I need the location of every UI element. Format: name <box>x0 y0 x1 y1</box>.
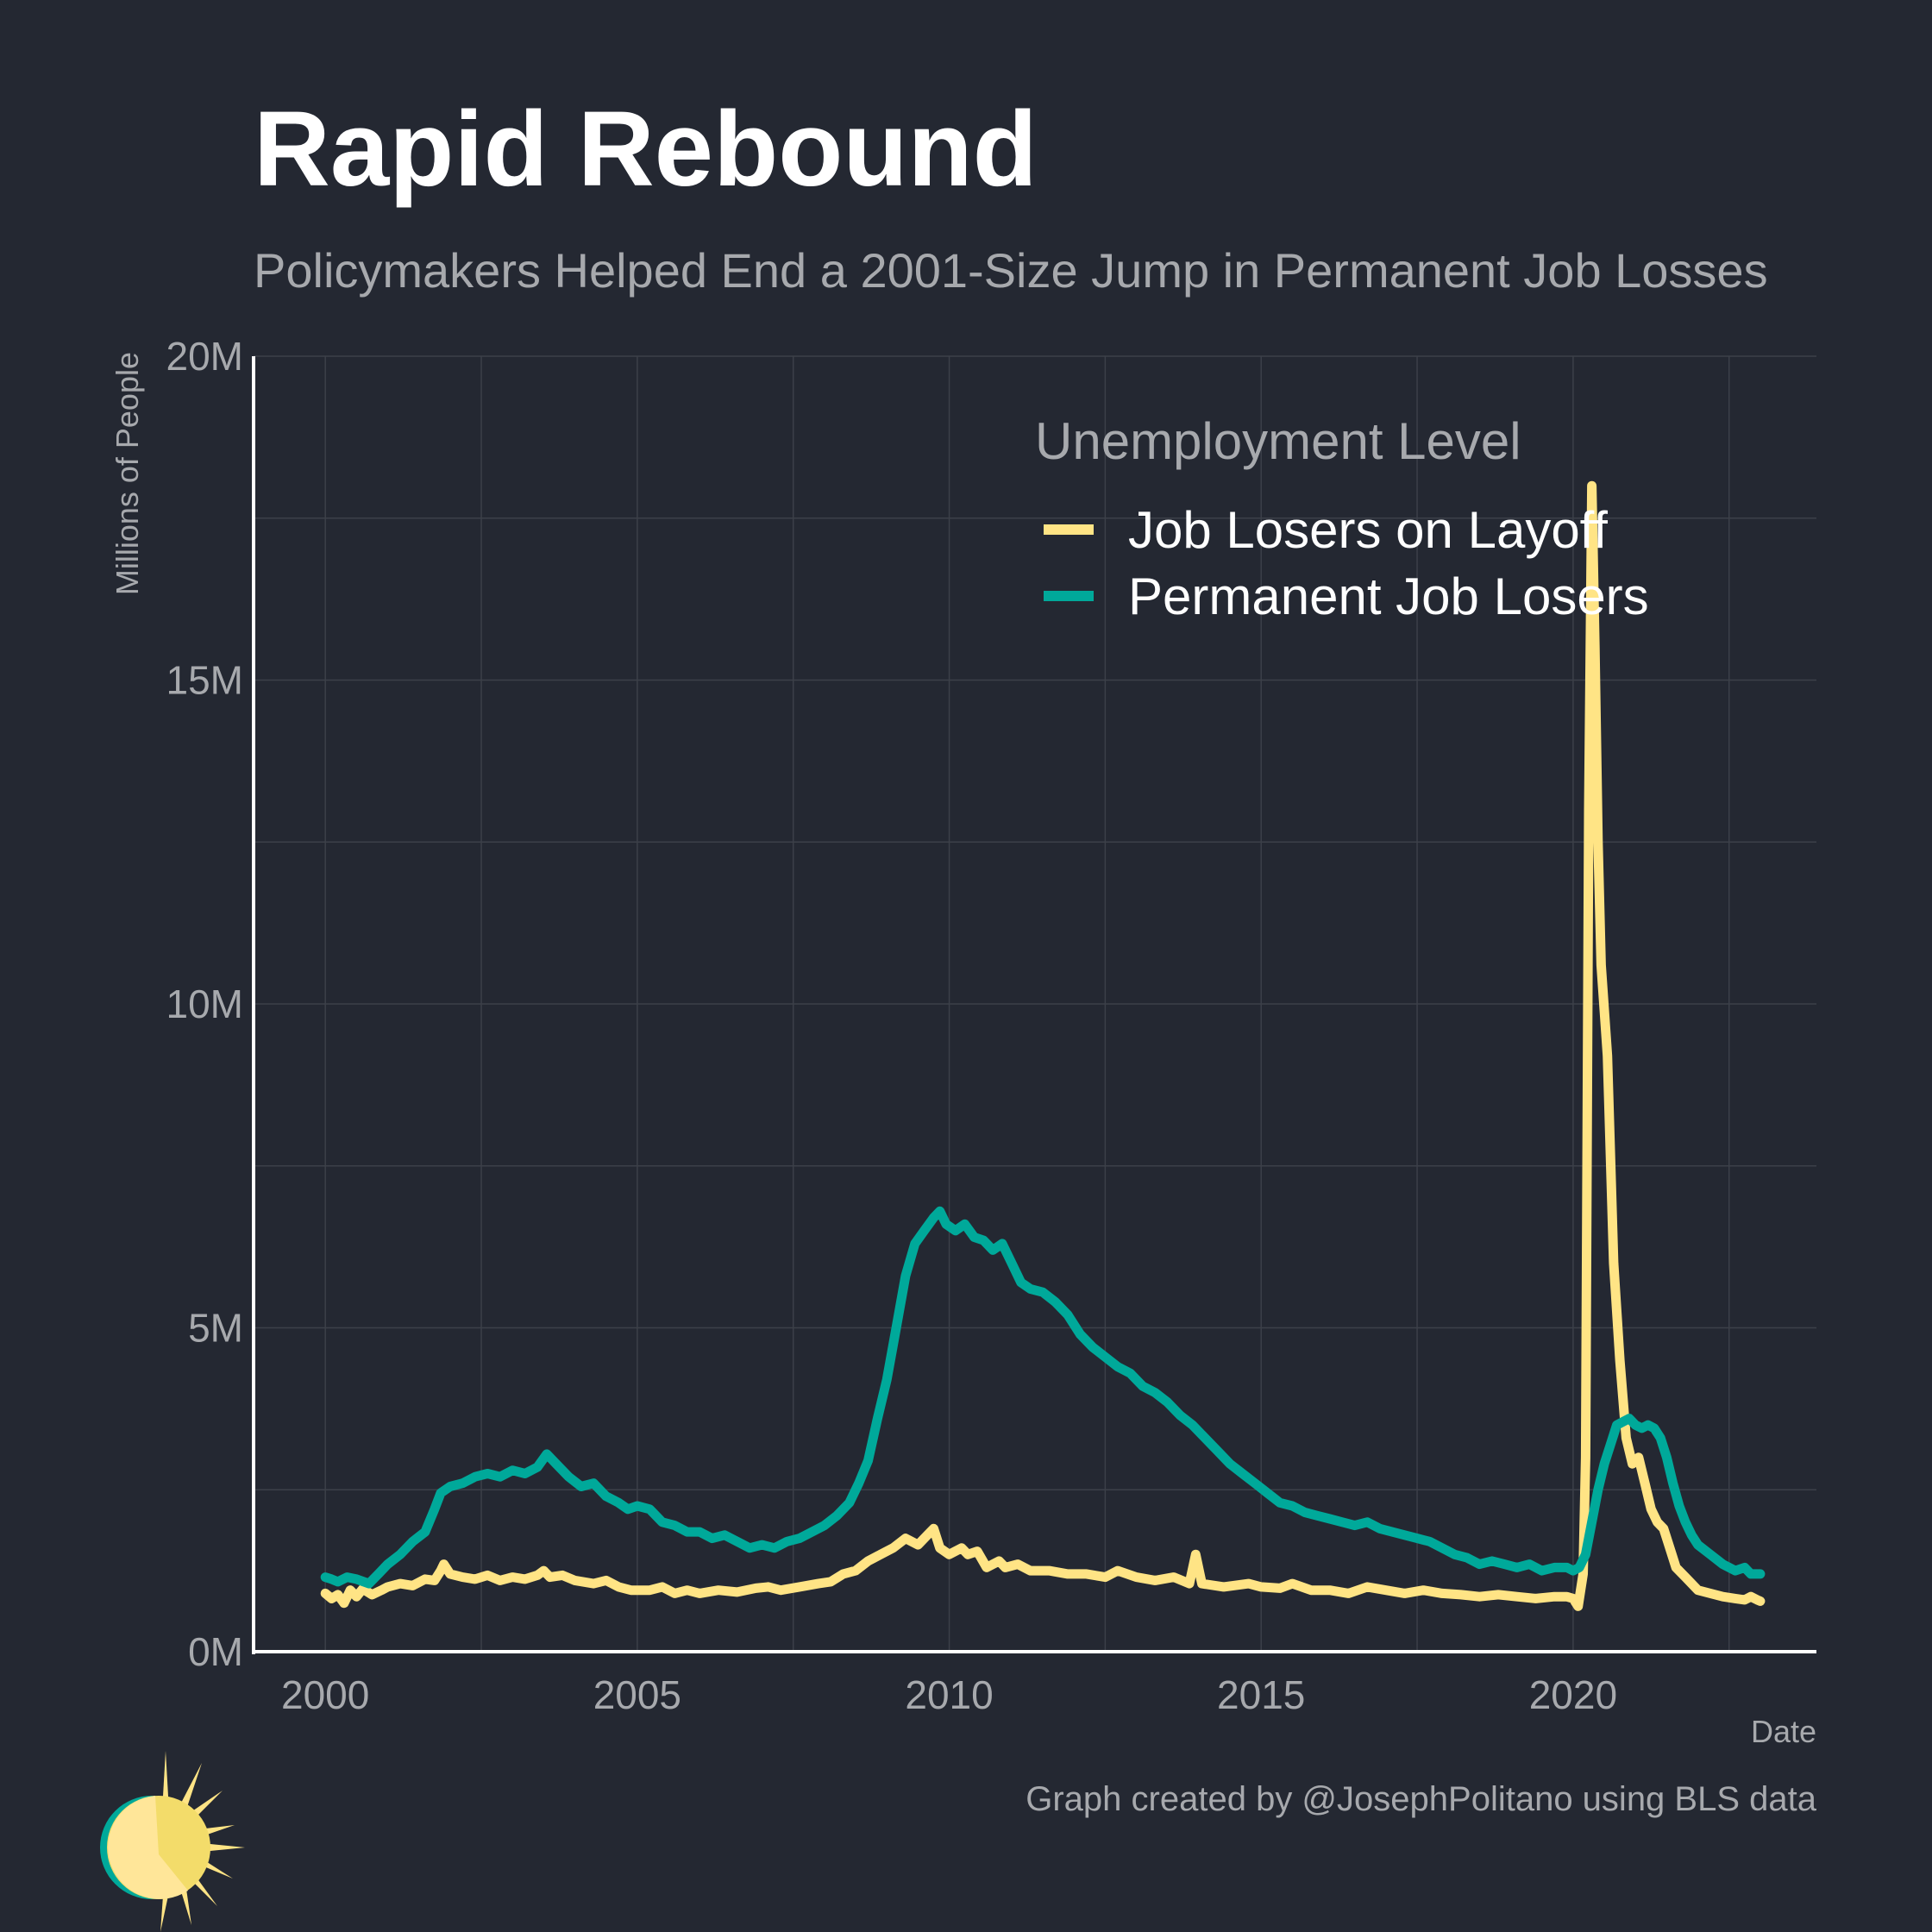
legend-title: Unemployment Level <box>1035 412 1521 470</box>
y-tick-label: 5M <box>188 1306 243 1351</box>
x-axis-title: Date <box>1751 1714 1816 1749</box>
legend-label-0: Job Losers on Layoff <box>1128 501 1608 559</box>
y-tick-label: 15M <box>166 658 243 703</box>
y-tick-label: 10M <box>166 982 243 1026</box>
legend-label-1: Permanent Job Losers <box>1128 568 1649 625</box>
x-tick-label: 2020 <box>1529 1672 1617 1717</box>
x-tick-label: 2000 <box>281 1672 369 1717</box>
chart-title: Rapid Rebound <box>254 91 1038 209</box>
x-tick-label: 2010 <box>905 1672 993 1717</box>
y-tick-label: 0M <box>188 1629 243 1674</box>
x-tick-label: 2005 <box>593 1672 681 1717</box>
sun-logo-icon <box>100 1751 245 1932</box>
source-caption: Graph created by @JosephPolitano using B… <box>1026 1780 1816 1818</box>
series-line-0 <box>320 480 1766 1611</box>
series-line-1 <box>320 1206 1766 1589</box>
y-tick-label: 20M <box>166 334 243 379</box>
x-tick-label: 2015 <box>1217 1672 1305 1717</box>
y-axis-title: Millions of People <box>110 352 145 595</box>
chart-subtitle: Policymakers Helped End a 2001-Size Jump… <box>254 243 1768 298</box>
